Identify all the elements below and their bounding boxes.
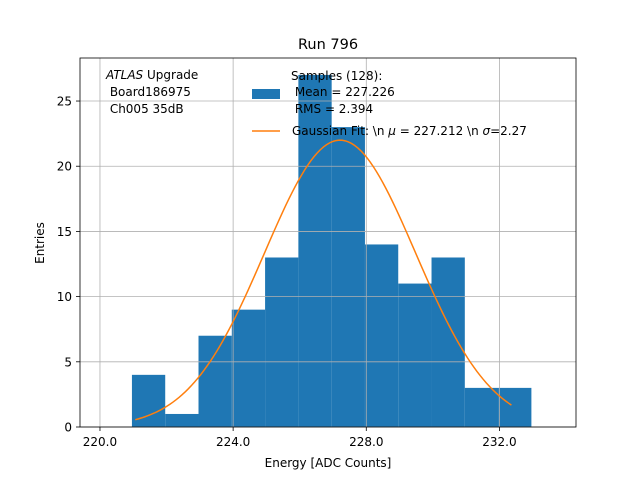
histogram-bar-11 — [498, 387, 532, 427]
legend: Samples (128): Mean = 227.226 RMS = 2.39… — [252, 69, 527, 138]
annotation-line-2: Board186975 — [106, 85, 191, 99]
x-tick-label-2: 228.0 — [349, 435, 383, 449]
x-tick-label-3: 232.0 — [482, 435, 516, 449]
y-tick-label-3: 15 — [57, 225, 72, 239]
histogram-bar-1 — [165, 413, 199, 427]
histogram-bar-2 — [198, 335, 232, 427]
legend-hist-label-3: RMS = 2.394 — [291, 102, 373, 116]
plot-area — [79, 57, 577, 428]
legend-hist-label-2: Mean = 227.226 — [291, 85, 395, 99]
y-tick-label-1: 5 — [64, 355, 72, 369]
y-axis-label: Entries — [33, 222, 47, 264]
y-tick-label-0: 0 — [64, 421, 72, 435]
y-tick-label-5: 25 — [57, 95, 72, 109]
x-tick-label-1: 224.0 — [216, 435, 250, 449]
histogram-bars — [131, 74, 532, 427]
plot-frame — [79, 57, 577, 428]
legend-fit-sigma: σ — [483, 124, 491, 138]
atlas-annotation: ATLAS Upgrade Board186975 Ch005 35dB — [105, 68, 198, 116]
annotation-line-1: ATLAS Upgrade — [105, 68, 198, 82]
histogram-bar-3 — [231, 309, 266, 427]
histogram-bar-6 — [331, 127, 365, 427]
annotation-atlas-italic: ATLAS — [105, 68, 144, 82]
legend-fit-label: Gaussian Fit: \n μ = 227.212 \n σ=2.27 — [292, 124, 527, 138]
gaussian-fit-curve — [135, 139, 512, 421]
legend-fit-mu: μ — [387, 124, 396, 138]
chart-title: Run 796 — [298, 37, 358, 53]
histogram-bar-8 — [398, 283, 432, 427]
x-tick-label-0: 220.0 — [83, 435, 117, 449]
histogram-bar-0 — [131, 374, 166, 427]
annotation-line-3: Ch005 35dB — [106, 102, 184, 116]
x-axis-label: Energy [ADC Counts] — [265, 456, 392, 470]
y-tick-label-2: 10 — [57, 290, 72, 304]
legend-hist-label-1: Samples (128): — [291, 69, 382, 83]
histogram-bar-7 — [364, 244, 399, 427]
annotation-upgrade: Upgrade — [143, 68, 198, 82]
legend-fit-mid: = 227.212 \n — [396, 124, 483, 138]
legend-fit-suffix: =2.27 — [490, 124, 527, 138]
legend-fit-prefix: Gaussian Fit: \n — [292, 124, 388, 138]
y-axis-ticks: 0 5 10 15 20 25 — [57, 95, 80, 435]
histogram-bar-10 — [464, 387, 499, 427]
histogram-bar-4 — [265, 257, 299, 427]
x-axis-ticks: 220.0 224.0 228.0 232.0 — [83, 427, 517, 449]
histogram-bar-9 — [431, 257, 465, 427]
legend-hist-swatch — [252, 89, 280, 99]
histogram-bar-5 — [298, 74, 332, 427]
grid-layer — [80, 58, 576, 428]
y-tick-label-4: 20 — [57, 160, 72, 174]
